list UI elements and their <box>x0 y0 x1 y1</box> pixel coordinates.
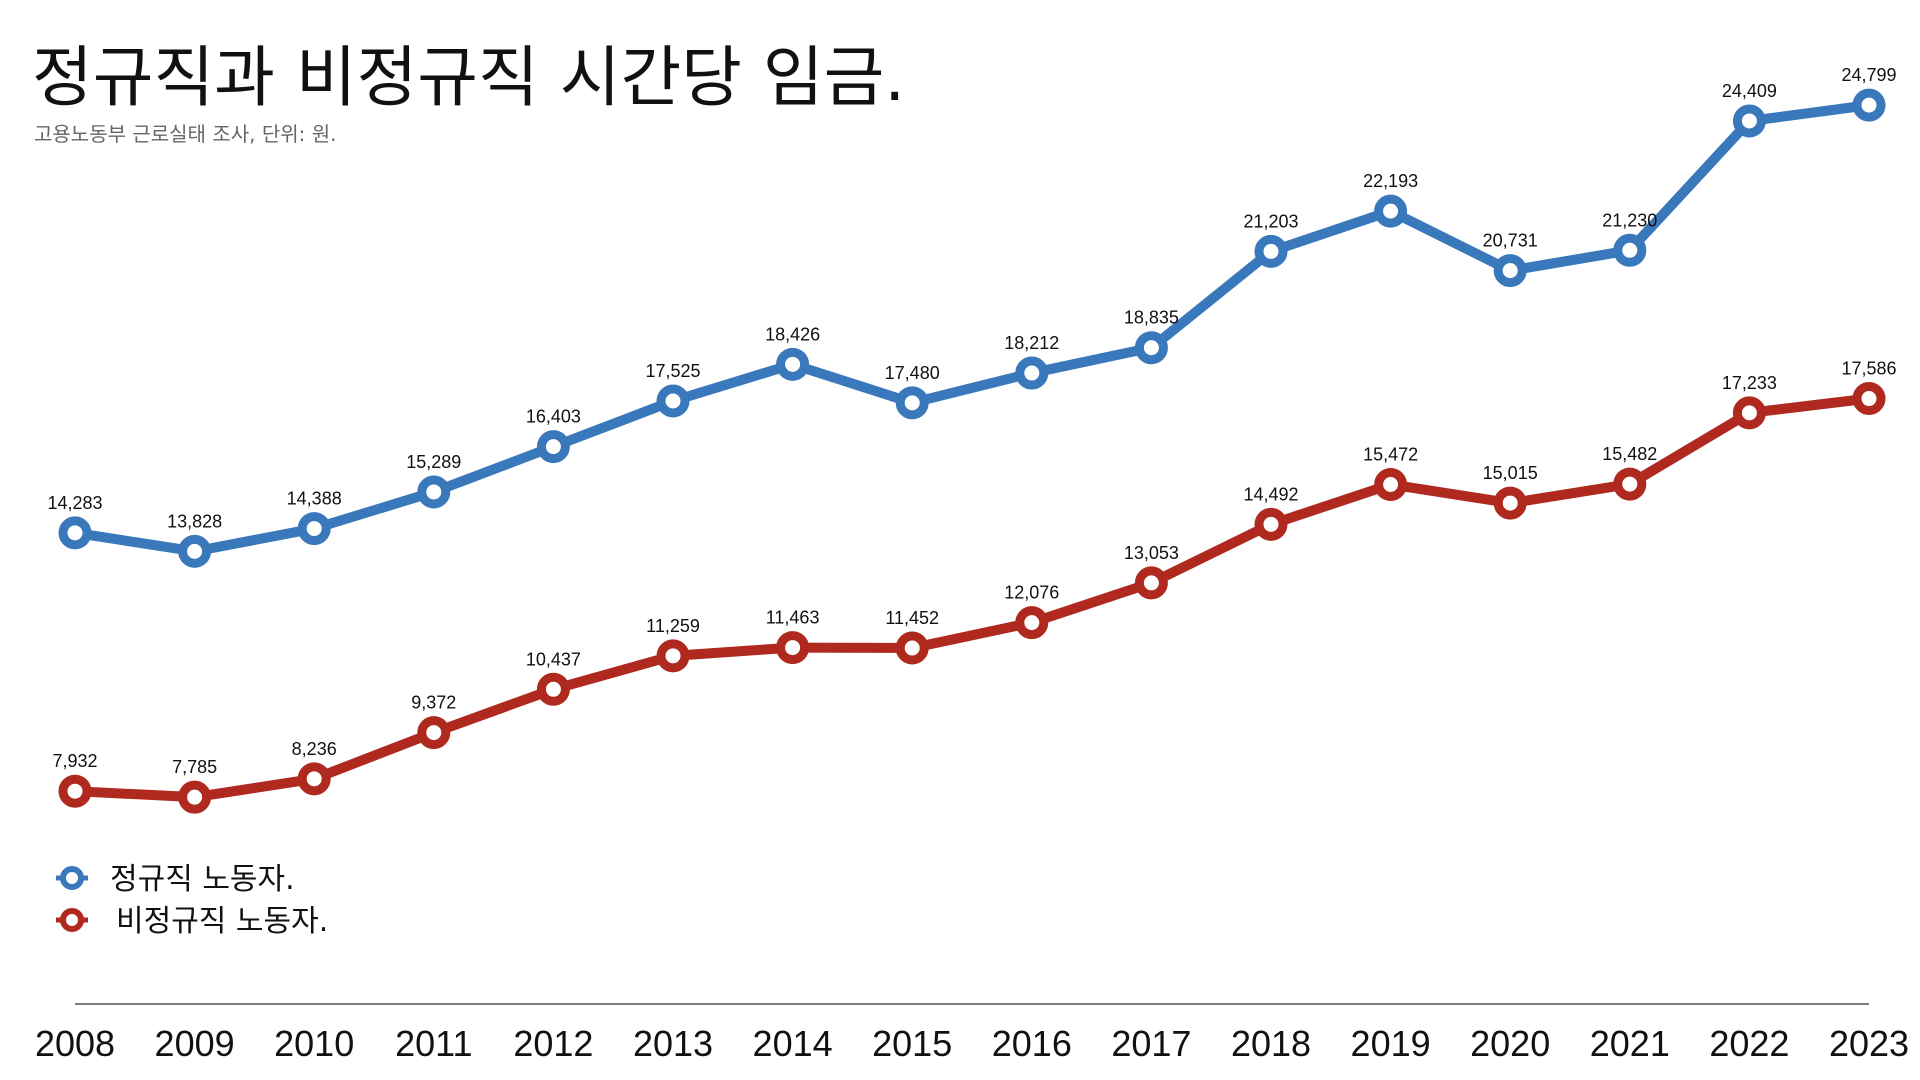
x-tick-label-2016: 2016 <box>992 1023 1072 1064</box>
data-label-nonregular-2018: 14,492 <box>1243 484 1298 504</box>
x-tick-label-2017: 2017 <box>1111 1023 1191 1064</box>
legend-label: 비정규직 노동자. <box>116 904 328 939</box>
x-tick-label-2023: 2023 <box>1829 1023 1909 1064</box>
x-tick-label-2019: 2019 <box>1351 1023 1431 1064</box>
data-point-regular-2015 <box>895 386 929 420</box>
data-label-regular-2023: 24,799 <box>1841 65 1896 85</box>
data-point-nonregular-2009 <box>178 780 212 814</box>
x-tick-label-2020: 2020 <box>1470 1023 1550 1064</box>
chart-subtitle: 고용노동부 근로실태 조사, 단위: 원. <box>34 122 336 146</box>
data-point-nonregular-2023 <box>1852 382 1886 416</box>
data-point-nonregular-2011 <box>417 716 451 750</box>
data-label-regular-2018: 21,203 <box>1243 211 1298 231</box>
series-line-regular <box>70 100 1874 557</box>
data-label-nonregular-2022: 17,233 <box>1722 373 1777 393</box>
data-point-nonregular-2013 <box>656 639 690 673</box>
data-point-regular-2013 <box>656 384 690 418</box>
series-line-nonregular <box>70 393 1874 803</box>
data-point-regular-2017 <box>1134 331 1168 365</box>
legend-item-nonregular: 비정규직 노동자. <box>56 904 328 939</box>
data-point-nonregular-2012 <box>536 672 570 706</box>
data-point-nonregular-2018 <box>1254 507 1288 541</box>
data-label-regular-2016: 18,212 <box>1004 333 1059 353</box>
x-tick-label-2022: 2022 <box>1709 1023 1789 1064</box>
data-point-nonregular-2015 <box>895 631 929 665</box>
data-point-regular-2016 <box>1015 356 1049 390</box>
data-point-regular-2022 <box>1732 104 1766 138</box>
series-regular: 14,283 13,828 14,388 15,289 16,403 17,525 18,4… <box>47 65 1897 568</box>
data-label-regular-2019: 22,193 <box>1363 171 1418 191</box>
data-label-regular-2017: 18,835 <box>1124 308 1179 328</box>
data-label-nonregular-2012: 10,437 <box>526 649 581 669</box>
data-point-regular-2021 <box>1613 233 1647 267</box>
data-label-nonregular-2017: 13,053 <box>1124 543 1179 563</box>
data-point-regular-2019 <box>1374 194 1408 228</box>
data-point-nonregular-2016 <box>1015 606 1049 640</box>
legend-marker-icon <box>60 866 84 890</box>
data-label-nonregular-2021: 15,482 <box>1602 444 1657 464</box>
data-label-nonregular-2011: 9,372 <box>411 693 456 713</box>
x-axis-ticks: 2008 2009 2010 2011 2012 2013 2014 2015 2016 2017… <box>35 1023 1909 1064</box>
data-label-regular-2012: 16,403 <box>526 407 581 427</box>
data-label-nonregular-2009: 7,785 <box>172 757 217 777</box>
data-label-nonregular-2016: 12,076 <box>1004 583 1059 603</box>
legend-label: 정규직 노동자. <box>110 862 295 897</box>
data-point-regular-2012 <box>536 430 570 464</box>
data-point-nonregular-2020 <box>1493 486 1527 520</box>
data-label-nonregular-2010: 8,236 <box>292 739 337 759</box>
data-point-regular-2014 <box>776 347 810 381</box>
data-label-regular-2008: 14,283 <box>47 493 102 513</box>
x-tick-label-2013: 2013 <box>633 1023 713 1064</box>
x-tick-label-2011: 2011 <box>395 1023 472 1064</box>
data-label-regular-2015: 17,480 <box>885 363 940 383</box>
legend-marker-icon <box>60 908 84 932</box>
x-tick-label-2018: 2018 <box>1231 1023 1311 1064</box>
data-label-nonregular-2023: 17,586 <box>1841 359 1896 379</box>
data-label-nonregular-2015: 11,452 <box>885 608 939 628</box>
x-tick-label-2012: 2012 <box>513 1023 593 1064</box>
x-tick-label-2015: 2015 <box>872 1023 952 1064</box>
x-tick-label-2021: 2021 <box>1590 1023 1670 1064</box>
data-point-nonregular-2010 <box>297 762 331 796</box>
series-layer: 14,283 13,828 14,388 15,289 16,403 17,525 18,4… <box>47 65 1897 814</box>
data-point-regular-2020 <box>1493 254 1527 288</box>
data-label-regular-2010: 14,388 <box>287 489 342 509</box>
x-tick-label-2008: 2008 <box>35 1023 115 1064</box>
data-label-regular-2011: 15,289 <box>406 452 461 472</box>
data-point-nonregular-2019 <box>1374 467 1408 501</box>
data-point-regular-2023 <box>1852 88 1886 122</box>
data-label-regular-2014: 18,426 <box>765 324 820 344</box>
data-point-nonregular-2017 <box>1134 566 1168 600</box>
x-tick-label-2014: 2014 <box>753 1023 833 1064</box>
data-label-nonregular-2014: 11,463 <box>766 608 820 628</box>
data-point-regular-2009 <box>178 534 212 568</box>
data-label-nonregular-2019: 15,472 <box>1363 444 1418 464</box>
data-label-regular-2020: 20,731 <box>1483 231 1538 251</box>
data-label-regular-2009: 13,828 <box>167 511 222 531</box>
legend-item-regular: 정규직 노동자. <box>56 862 295 897</box>
x-tick-label-2010: 2010 <box>274 1023 354 1064</box>
data-label-regular-2021: 21,230 <box>1602 210 1657 230</box>
legend: 정규직 노동자. 비정규직 노동자. <box>56 862 328 939</box>
data-point-nonregular-2014 <box>776 631 810 665</box>
data-point-nonregular-2022 <box>1732 396 1766 430</box>
data-point-regular-2018 <box>1254 234 1288 268</box>
data-label-nonregular-2013: 11,259 <box>646 616 700 636</box>
data-point-nonregular-2021 <box>1613 467 1647 501</box>
chart-title: 정규직과 비정규직 시간당 임금. <box>32 39 905 116</box>
data-label-regular-2013: 17,525 <box>645 361 700 381</box>
data-point-regular-2010 <box>297 512 331 546</box>
data-point-regular-2011 <box>417 475 451 509</box>
series-nonregular: 7,932 7,785 8,236 9,372 10,437 11,259 11,463 11… <box>52 359 1897 814</box>
x-tick-label-2009: 2009 <box>155 1023 235 1064</box>
data-label-nonregular-2008: 7,932 <box>52 751 97 771</box>
data-point-regular-2008 <box>58 516 92 550</box>
data-label-regular-2022: 24,409 <box>1722 81 1777 101</box>
data-point-nonregular-2008 <box>58 774 92 808</box>
data-label-nonregular-2020: 15,015 <box>1483 463 1538 483</box>
